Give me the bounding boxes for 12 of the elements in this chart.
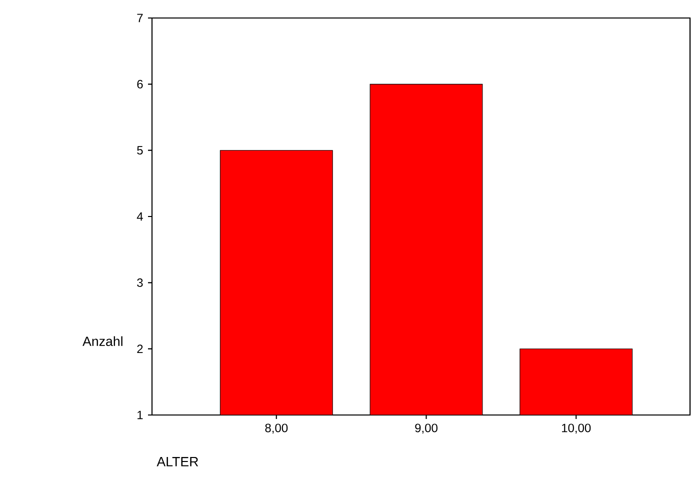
- y-tick-label: 6: [137, 80, 143, 88]
- y-tick-label: 2: [137, 344, 143, 354]
- x-axis-title: ALTER: [156, 457, 198, 466]
- y-tick-label: 5: [137, 146, 143, 155]
- y-axis-title: Anzahl: [82, 336, 122, 346]
- y-tick-label: 1: [138, 410, 143, 420]
- y-tick-label: 4: [136, 212, 143, 221]
- y-tick-label: 3: [137, 278, 143, 287]
- y-tick-label: 7: [137, 14, 143, 22]
- x-tick-label: 10,00: [562, 424, 591, 434]
- x-tick-label: 8,00: [265, 424, 288, 434]
- x-tick-label: 9,00: [415, 424, 438, 434]
